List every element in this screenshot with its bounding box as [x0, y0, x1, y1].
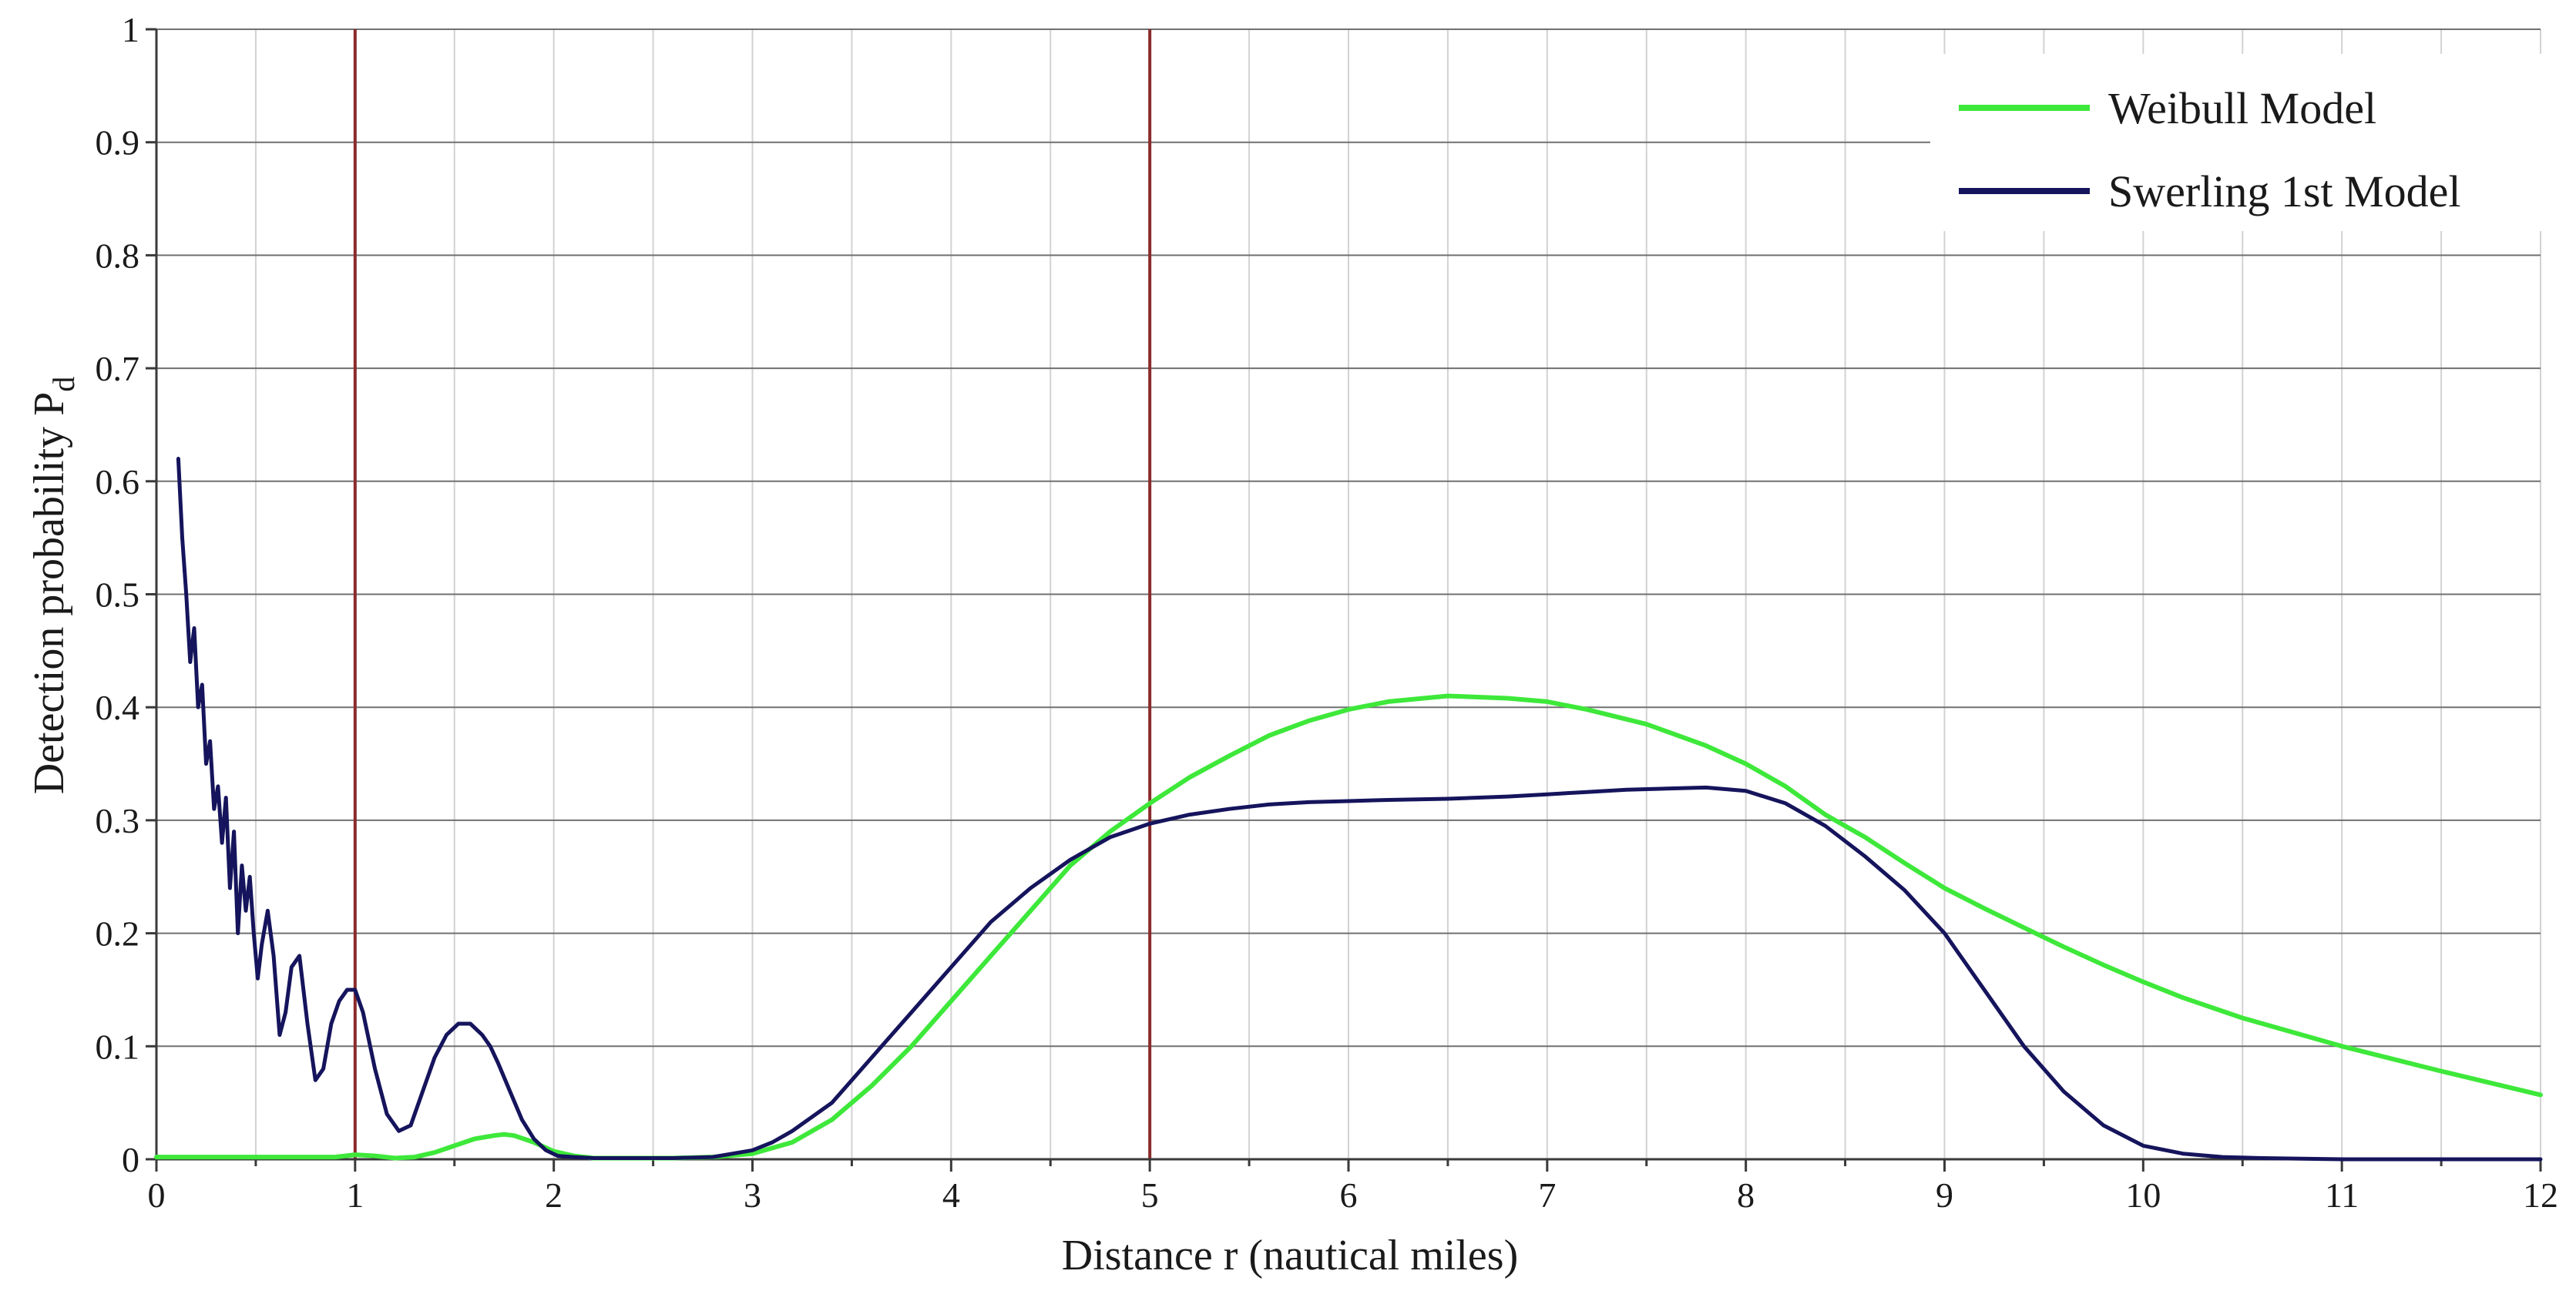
x-tick-label: 12	[2523, 1175, 2558, 1215]
y-tick-label: 0.3	[96, 801, 140, 840]
legend-box	[1930, 54, 2547, 231]
legend: Weibull Model Swerling 1st Model	[1930, 54, 2547, 231]
x-tick-label: 9	[1936, 1175, 1953, 1215]
y-tick-label: 1	[122, 10, 139, 49]
y-tick-label: 0	[122, 1140, 139, 1179]
y-axis-title-main: Detection probability P	[25, 392, 73, 795]
x-axis-title: Distance r (nautical miles)	[1062, 1232, 1518, 1279]
x-tick-label: 3	[744, 1175, 761, 1215]
y-tick-label: 0.9	[96, 123, 140, 163]
series-line-swerling	[176, 457, 2543, 1162]
x-tick-label: 10	[2125, 1175, 2161, 1215]
legend-label-weibull: Weibull Model	[2108, 83, 2376, 133]
y-tick-label: 0.4	[96, 688, 140, 727]
series-lines	[154, 457, 2543, 1162]
y-tick-label: 0.2	[96, 914, 140, 954]
axes: 0 1 2 3 4 5 6 7 8 9 10 11 1200.10.20.30.40.50.60.70.…	[96, 10, 2559, 1215]
y-axis-title-subscript: d	[46, 377, 81, 392]
x-tick-label: 6	[1340, 1175, 1358, 1215]
x-tick-label: 5	[1141, 1175, 1159, 1215]
y-tick-label: 0.5	[96, 575, 140, 615]
x-tick-label: 7	[1538, 1175, 1556, 1215]
y-tick-label: 0.8	[96, 236, 140, 275]
legend-label-swerling: Swerling 1st Model	[2108, 166, 2461, 216]
x-tick-label: 11	[2325, 1175, 2359, 1215]
y-tick-label: 0.1	[96, 1027, 140, 1066]
y-tick-label: 0.7	[96, 349, 140, 388]
series-line-weibull	[154, 693, 2543, 1161]
x-tick-label: 8	[1737, 1175, 1755, 1215]
y-axis-title: Detection probability Pd	[25, 377, 81, 795]
y-tick-label: 0.6	[96, 462, 140, 501]
x-tick-label: 0	[148, 1175, 166, 1215]
reference-lines	[353, 29, 1152, 1159]
x-tick-label: 4	[942, 1175, 960, 1215]
x-tick-label: 2	[545, 1175, 563, 1215]
x-tick-label: 1	[346, 1175, 364, 1215]
